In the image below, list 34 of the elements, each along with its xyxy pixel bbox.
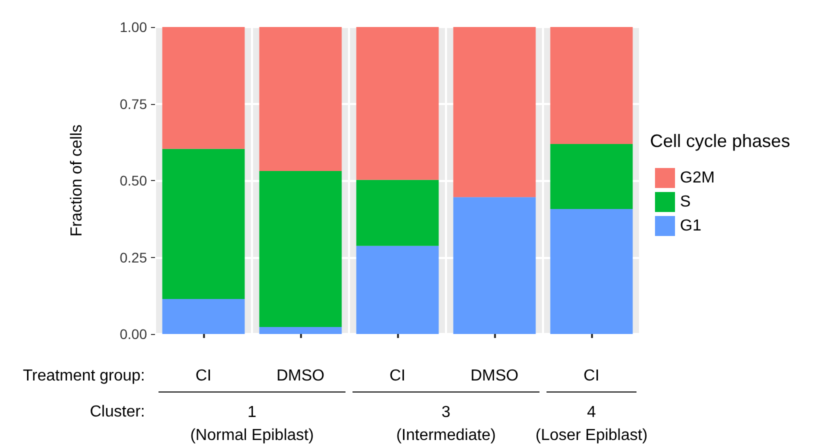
bar: [356, 27, 439, 180]
bar: [550, 144, 633, 210]
bar: [259, 27, 342, 171]
bar: [550, 209, 633, 334]
bar: [453, 197, 536, 334]
bar: [162, 27, 245, 149]
x-tick-label: DMSO: [276, 368, 324, 384]
bar: [550, 27, 633, 144]
text: 3 (Intermediate): [396, 404, 496, 444]
legend-label: S: [680, 194, 691, 210]
bar: [356, 180, 439, 246]
text: Cluster:: [90, 404, 145, 420]
y-tick-label: 1.00: [120, 19, 148, 35]
bar: [356, 246, 439, 334]
bar: [259, 170, 342, 327]
text: 1 (Normal Epiblast): [190, 404, 314, 444]
x-tick-label: CI: [584, 368, 600, 384]
y-tick-label: 0.75: [120, 96, 148, 112]
legend-label: G1: [680, 218, 702, 234]
y-tick-label: 0.50: [120, 172, 148, 188]
legend-title: Cell cycle phases: [650, 131, 790, 151]
text: 4 (Loser Epiblast): [535, 404, 648, 444]
x-tick-label: CI: [196, 368, 212, 384]
legend-label: G2M: [680, 170, 715, 186]
text: Treatment group:: [22, 368, 145, 384]
bar: [453, 27, 536, 198]
y-tick-label: 0.00: [120, 326, 148, 342]
bar: [162, 148, 245, 299]
bar: [259, 326, 342, 334]
y-tick-label: 0.25: [120, 249, 148, 266]
x-tick-label: CI: [390, 368, 406, 384]
x-tick-label: DMSO: [470, 368, 518, 384]
bar: [162, 299, 245, 334]
y-axis-title: Fraction of cells: [68, 124, 86, 237]
